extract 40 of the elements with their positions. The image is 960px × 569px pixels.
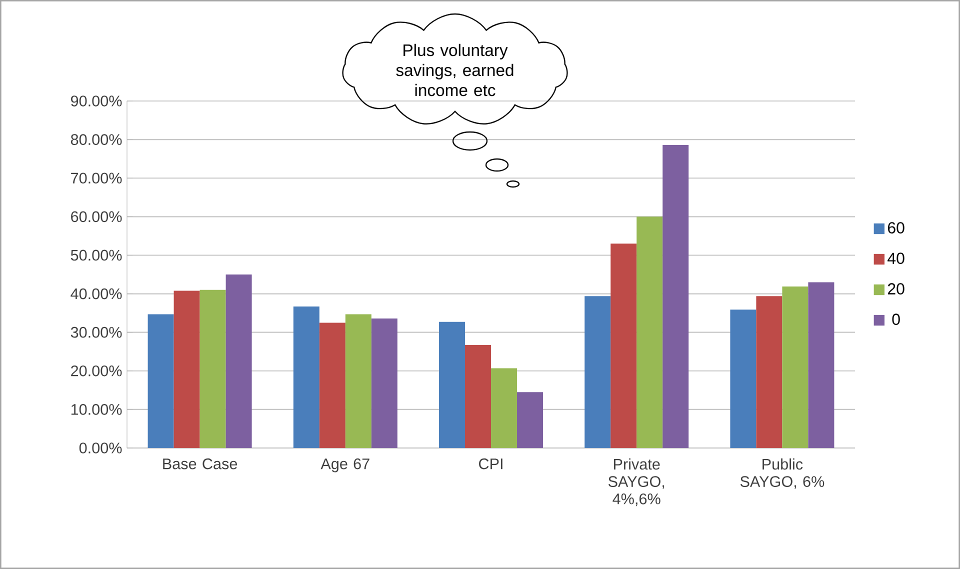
legend-label: 20	[888, 283, 904, 294]
bar	[584, 296, 611, 448]
bar	[491, 368, 518, 448]
y-tick-label: 90.00%	[71, 96, 122, 106]
y-tick-label: 50.00%	[70, 250, 122, 261]
x-tick-label: Public SAYGO, 6%	[740, 458, 824, 489]
y-tick-label: 40.00%	[70, 288, 122, 300]
bar	[226, 274, 252, 448]
x-tick-label: Base Case	[163, 458, 238, 470]
y-tick-label: 70.00%	[71, 172, 122, 184]
bar	[174, 290, 200, 448]
y-tick-label: 0.00%	[79, 442, 122, 454]
bar	[517, 392, 543, 448]
x-tick-label: Age 67	[320, 458, 370, 472]
bar	[756, 296, 782, 448]
bar	[610, 244, 637, 448]
bar	[293, 306, 320, 448]
bar	[319, 322, 346, 448]
x-tick-label: CPI	[479, 458, 502, 470]
legend-label: 60	[888, 222, 904, 234]
y-tick-label: 30.00%	[70, 326, 122, 338]
y-tick-label: 60.00%	[71, 211, 122, 222]
text: Plus voluntary savings, earned income etc	[396, 44, 514, 96]
x-tick-label: Private SAYGO, 4%,6%	[608, 458, 664, 506]
bar	[345, 314, 372, 448]
bar	[662, 144, 689, 448]
legend-label: 0	[892, 314, 900, 325]
bar	[371, 318, 398, 448]
y-tick-label: 80.00%	[70, 134, 122, 145]
bar	[148, 314, 174, 448]
y-tick-label: 20.00%	[71, 365, 122, 376]
bar	[730, 310, 756, 448]
bar	[439, 322, 466, 448]
bar	[636, 216, 663, 448]
bar	[782, 286, 808, 448]
legend-label: 40	[888, 252, 904, 264]
bar	[465, 345, 492, 448]
y-tick-label: 10.00%	[71, 404, 122, 415]
bar	[808, 282, 834, 448]
bar	[200, 290, 226, 448]
